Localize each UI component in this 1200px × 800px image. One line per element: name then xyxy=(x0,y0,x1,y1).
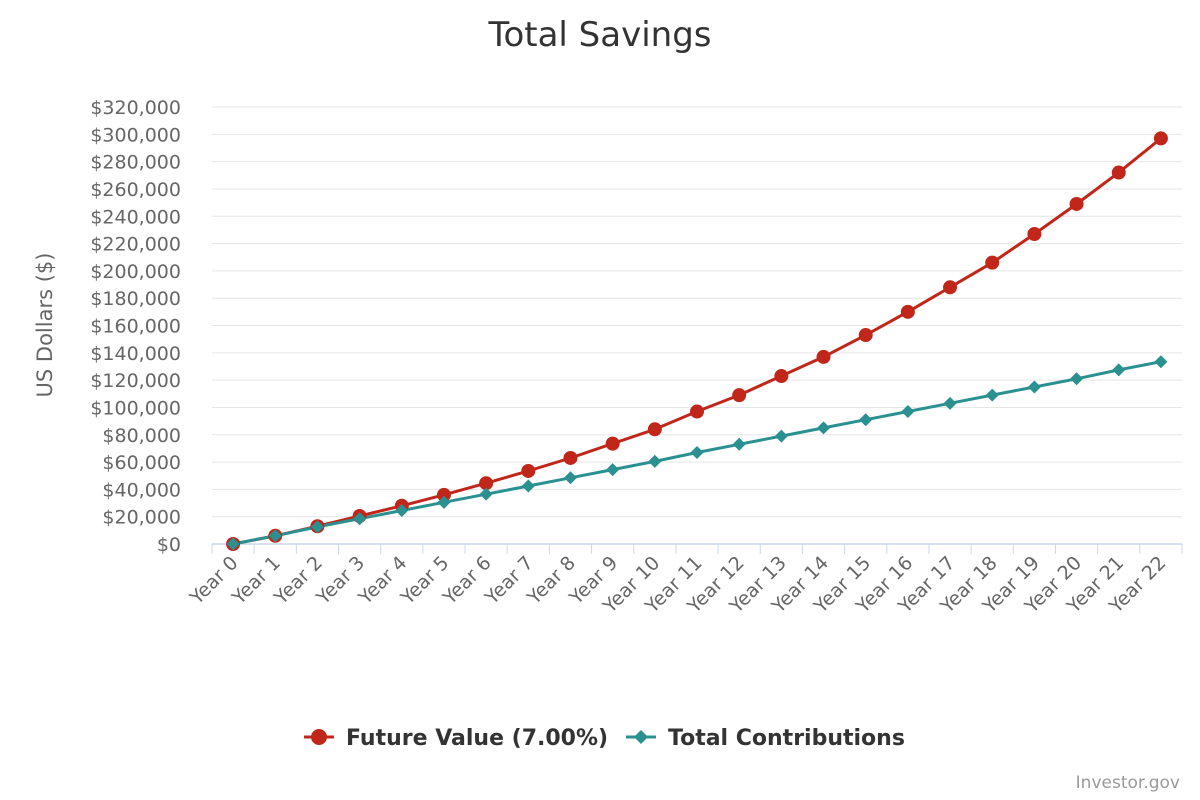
contributions-point[interactable] xyxy=(226,537,240,551)
future-value-point[interactable] xyxy=(900,304,915,319)
future-value-point[interactable] xyxy=(816,349,831,364)
contributions-point[interactable] xyxy=(1112,363,1126,377)
x-tick-label: Year 5 xyxy=(396,552,454,610)
series-line-0 xyxy=(232,137,1162,546)
contributions-point[interactable] xyxy=(774,429,788,443)
y-tick-label: $320,000 xyxy=(90,97,181,119)
y-tick-label: $180,000 xyxy=(90,288,181,310)
future-value-point[interactable] xyxy=(732,388,747,403)
y-tick-label: $40,000 xyxy=(102,479,181,501)
contributions-point[interactable] xyxy=(437,495,451,509)
legend: Future Value (7.00%) Total Contributions xyxy=(304,726,905,751)
future-value-point[interactable] xyxy=(436,487,451,502)
contributions-point[interactable] xyxy=(310,520,324,534)
contributions-point[interactable] xyxy=(943,396,957,410)
y-tick-label: $20,000 xyxy=(102,507,181,529)
contributions-point[interactable] xyxy=(606,463,620,477)
legend-label: Future Value (7.00%) xyxy=(346,726,608,751)
future-value-point[interactable] xyxy=(1069,196,1084,211)
contributions-point[interactable] xyxy=(732,437,746,451)
x-tick-label: Year 6 xyxy=(438,552,496,610)
future-value-point[interactable] xyxy=(1111,165,1126,180)
future-value-point[interactable] xyxy=(985,255,1000,270)
contributions-point[interactable] xyxy=(690,446,704,460)
y-tick-label: $60,000 xyxy=(102,452,181,474)
future-value-point[interactable] xyxy=(943,280,958,295)
contributions-point[interactable] xyxy=(521,479,535,493)
y-tick-label: $280,000 xyxy=(90,152,181,174)
future-value-point[interactable] xyxy=(521,463,536,478)
y-tick-label: $120,000 xyxy=(90,370,181,392)
x-tick-label: Year 3 xyxy=(312,552,370,610)
series-markers xyxy=(226,131,1168,551)
future-value-point[interactable] xyxy=(563,450,578,465)
y-axis-ticks: $0 $20,000 $40,000 $60,000 $80,000 $100,000 $1… xyxy=(90,97,181,556)
legend-diamond-marker xyxy=(634,730,648,744)
legend-item-0[interactable]: Future Value (7.00%) xyxy=(304,726,608,751)
contributions-point[interactable] xyxy=(648,454,662,468)
y-tick-label: $160,000 xyxy=(90,316,181,338)
y-axis-label: US Dollars ($) xyxy=(33,253,57,398)
contributions-point[interactable] xyxy=(985,388,999,402)
contributions-point[interactable] xyxy=(395,504,409,518)
contributions-point[interactable] xyxy=(1154,355,1168,369)
contributions-point[interactable] xyxy=(563,471,577,485)
future-value-point[interactable] xyxy=(479,476,494,491)
contributions-point[interactable] xyxy=(817,421,831,435)
y-tick-label: $300,000 xyxy=(90,124,181,146)
legend-label: Total Contributions xyxy=(668,726,905,751)
contributions-point[interactable] xyxy=(1070,372,1084,386)
contributions-point[interactable] xyxy=(353,512,367,526)
future-value-point[interactable] xyxy=(858,328,873,343)
future-value-point[interactable] xyxy=(605,436,620,451)
x-tick-label: Year 8 xyxy=(522,552,580,610)
x-tick-label: Year 1 xyxy=(227,552,285,610)
credit-text[interactable]: Investor.gov xyxy=(1076,773,1180,793)
contributions-point[interactable] xyxy=(268,529,282,543)
contributions-point[interactable] xyxy=(901,405,915,419)
y-tick-label: $240,000 xyxy=(90,206,181,228)
y-tick-label: $200,000 xyxy=(90,261,181,283)
legend-circle-marker xyxy=(311,729,327,745)
contributions-point[interactable] xyxy=(859,413,873,427)
future-value-point[interactable] xyxy=(1153,131,1168,146)
y-tick-label: $100,000 xyxy=(90,397,181,419)
y-tick-label: $260,000 xyxy=(90,179,181,201)
future-value-point[interactable] xyxy=(690,404,704,419)
legend-item-1[interactable]: Total Contributions xyxy=(626,726,905,751)
y-tick-label: $80,000 xyxy=(102,425,181,447)
contributions-point[interactable] xyxy=(1027,380,1041,394)
y-tick-label: $140,000 xyxy=(90,343,181,365)
contributions-point[interactable] xyxy=(479,487,493,501)
x-tick-label: Year 7 xyxy=(480,552,538,610)
chart-title: Total Savings xyxy=(487,15,711,55)
y-tick-label: $220,000 xyxy=(90,234,181,256)
y-tick-label: $0 xyxy=(157,534,181,556)
x-tick-label: Year 4 xyxy=(354,552,412,610)
x-tick-label: Year 2 xyxy=(269,552,327,610)
future-value-point[interactable] xyxy=(774,369,789,384)
x-tick-label: Year 0 xyxy=(185,552,243,610)
future-value-point[interactable] xyxy=(1027,227,1042,242)
future-value-point[interactable] xyxy=(647,422,662,437)
series-lines xyxy=(232,137,1162,546)
